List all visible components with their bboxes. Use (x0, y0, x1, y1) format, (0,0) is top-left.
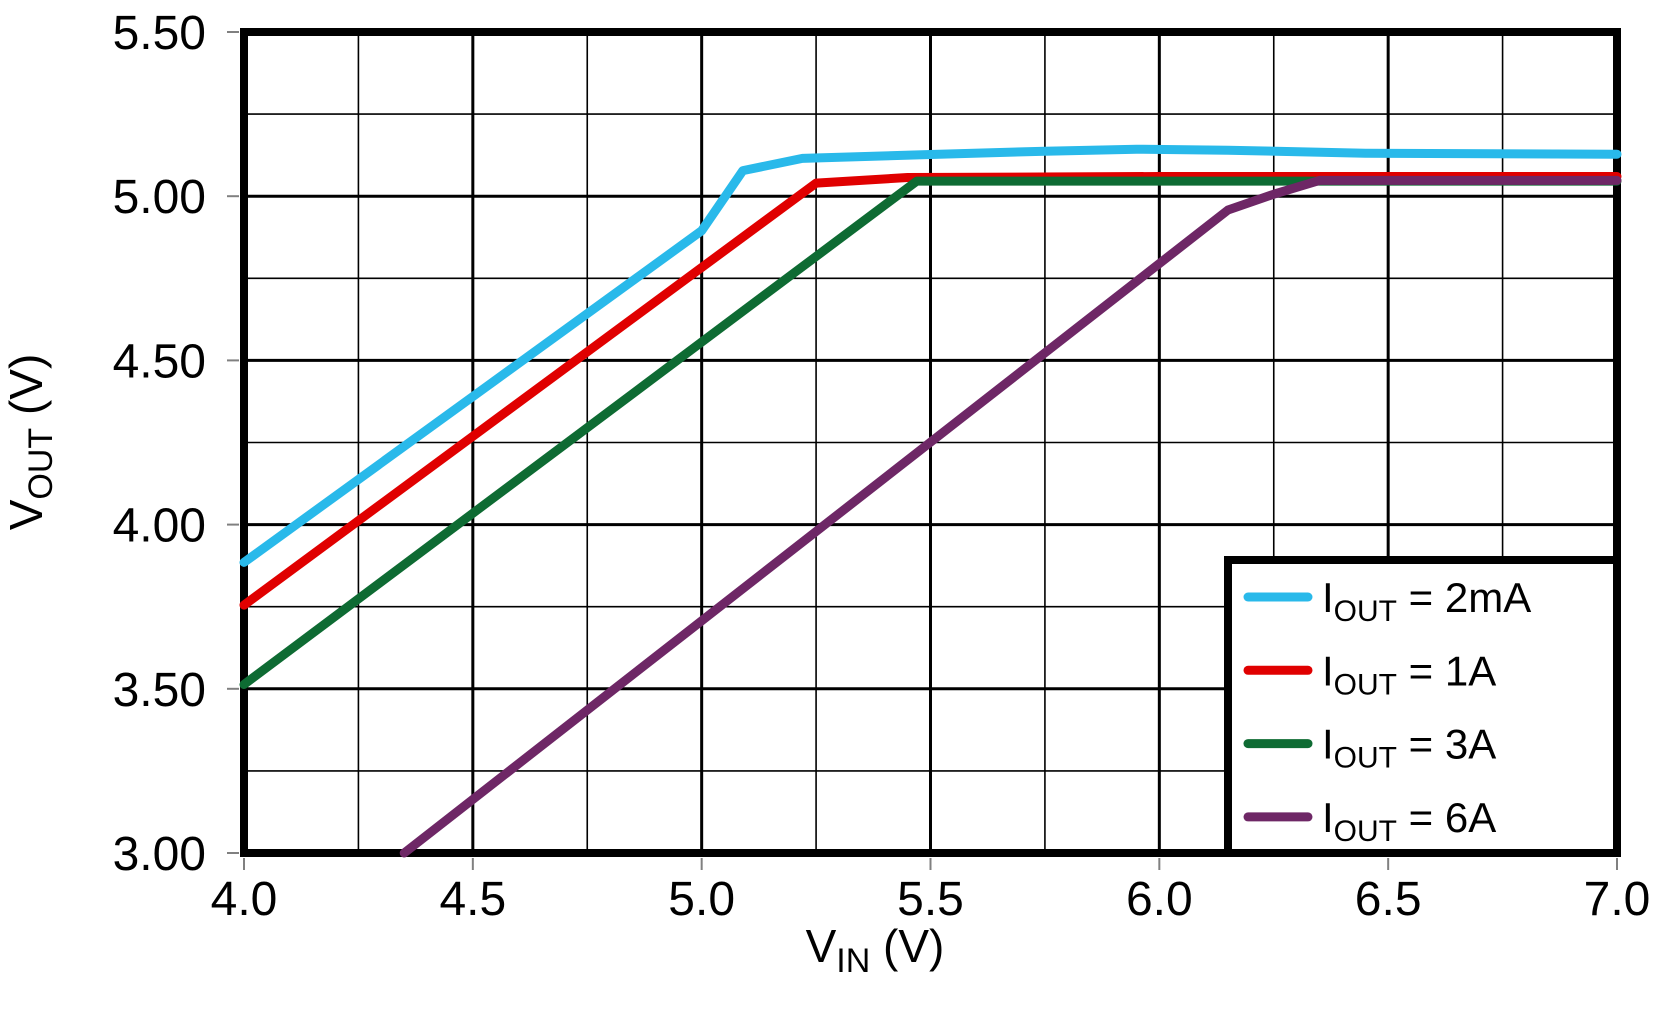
x-tick-label: 6.0 (1126, 873, 1193, 926)
y-tick-label: 4.50 (113, 335, 206, 388)
legend-box (1224, 556, 1621, 857)
y-tick-label: 3.00 (113, 828, 206, 881)
axis-tick-labels: 4.0 4.5 5.0 5.5 6.0 6.5 7.0 3.00 3.50 4.00 4.50 5.0… (113, 7, 1651, 926)
x-tick-label: 7.0 (1584, 873, 1651, 926)
legend-item: IOUT = 6A (1243, 794, 1496, 848)
plot-border (240, 28, 1621, 857)
series-line-2ma (239, 144, 1622, 567)
legend: IOUT = 2mA IOUT = 1A IOUT = 3A IOUT = 6A (1224, 556, 1621, 857)
series-line-6a (399, 175, 1622, 858)
x-tick-label: 6.5 (1355, 873, 1422, 926)
y-tick-label: 5.00 (113, 171, 206, 224)
y-tick-label: 4.00 (113, 500, 206, 553)
y-tick-label: 5.50 (113, 7, 206, 60)
legend-label: IOUT = 3A (1322, 721, 1496, 775)
legend-label: IOUT = 6A (1322, 794, 1496, 848)
y-axis-title: VOUT (V) (0, 354, 60, 531)
legend-label: IOUT = 1A (1322, 647, 1496, 701)
legend-item: IOUT = 3A (1243, 721, 1496, 775)
y-tick-label: 3.50 (113, 664, 206, 717)
legend-label: IOUT = 2mA (1322, 574, 1531, 628)
series-line-1a (239, 172, 1622, 610)
axis-tick-marks (227, 31, 1618, 870)
x-tick-label: 4.5 (439, 873, 506, 926)
legend-item: IOUT = 2mA (1243, 574, 1531, 628)
x-tick-label: 5.5 (897, 873, 964, 926)
x-tick-label: 5.0 (668, 873, 735, 926)
x-axis-title: VIN (V) (806, 920, 945, 980)
legend-item: IOUT = 1A (1243, 647, 1496, 701)
series-lines (239, 144, 1622, 858)
x-tick-label: 4.0 (211, 873, 278, 926)
